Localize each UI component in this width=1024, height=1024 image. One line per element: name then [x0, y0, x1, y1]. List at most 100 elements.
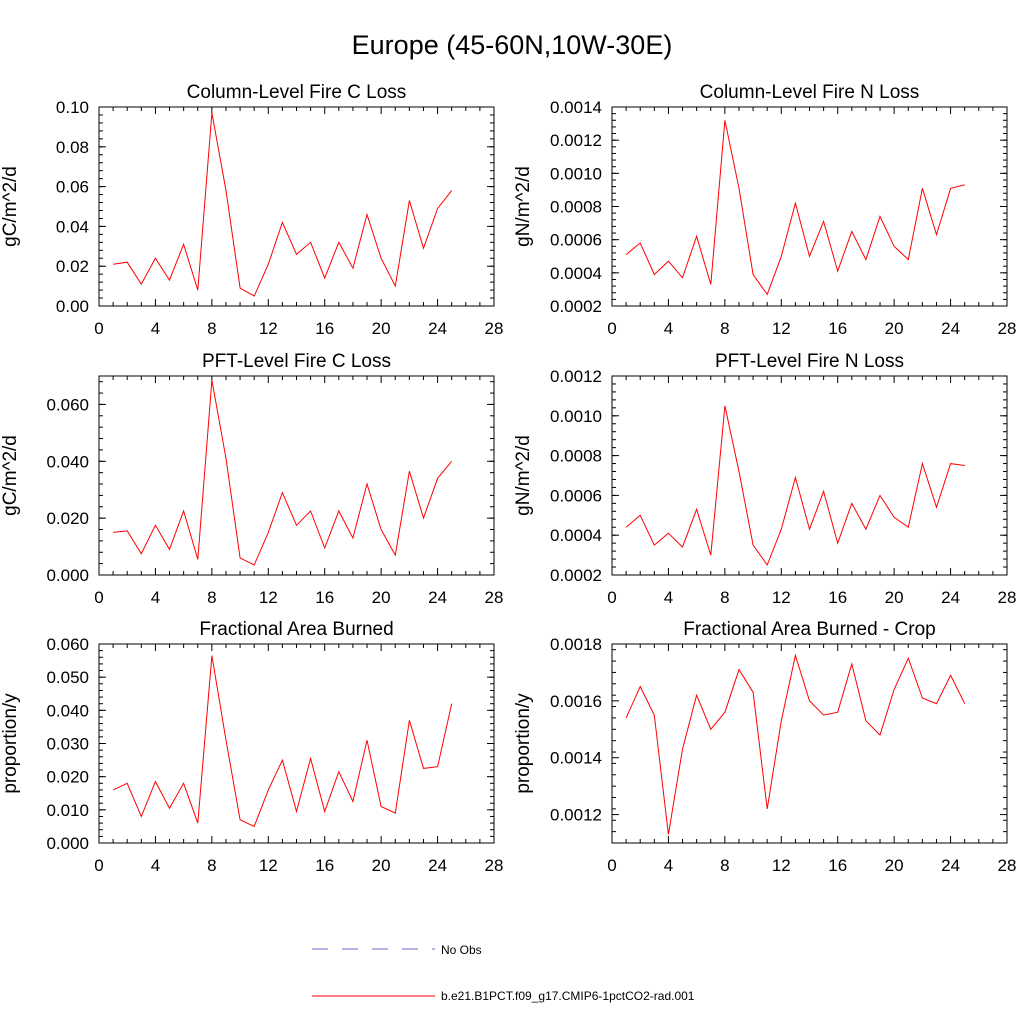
plot-frame [611, 643, 1008, 844]
y-tick-label: 0.0016 [550, 692, 602, 711]
y-tick-label: 0.010 [46, 801, 89, 820]
x-tick-label: 16 [315, 588, 334, 607]
x-tick-label: 8 [207, 588, 216, 607]
panel-title: PFT-Level Fire C Loss [202, 351, 391, 372]
y-tick-label: 0.0004 [550, 526, 602, 545]
chart-panel-4: PFT-Level Fire N Loss gN/m^2/d 0 4 8 12 16 20 24… [513, 351, 1016, 607]
plot-frame [611, 106, 1008, 307]
x-tick-label: 4 [664, 856, 673, 875]
x-tick-label: 24 [941, 588, 960, 607]
x-tick-label: 20 [885, 588, 904, 607]
x-tick-label: 16 [315, 319, 334, 338]
y-tick-label: 0.0010 [550, 164, 602, 183]
series-line [113, 112, 453, 297]
x-tick-label: 4 [151, 319, 160, 338]
x-tick-label: 20 [372, 856, 391, 875]
x-tick-label: 0 [94, 319, 103, 338]
x-tick-label: 24 [428, 588, 447, 607]
x-tick-label: 16 [828, 319, 847, 338]
x-tick-label: 12 [259, 319, 278, 338]
x-tick-label: 20 [372, 588, 391, 607]
y-tick-label: 0.030 [46, 735, 89, 754]
x-tick-label: 16 [828, 588, 847, 607]
y-tick-label: 0.0014 [550, 98, 602, 117]
panel-title: Column-Level Fire N Loss [700, 82, 920, 103]
y-tick-label: 0.060 [46, 395, 89, 414]
y-tick-label: 0.060 [46, 635, 89, 654]
series-line [625, 405, 965, 567]
x-tick-label: 8 [720, 319, 729, 338]
chart-panel-6: Fractional Area Burned - Crop proportion/… [513, 619, 1016, 875]
y-axis-label: gN/m^2/d [513, 435, 534, 516]
y-tick-label: 0.040 [46, 452, 89, 471]
y-tick-label: 0.04 [56, 217, 89, 236]
series-line [625, 120, 965, 296]
x-tick-label: 4 [664, 319, 673, 338]
y-tick-label: 0.0002 [550, 297, 602, 316]
x-tick-label: 8 [207, 856, 216, 875]
y-axis-label: proportion/y [513, 693, 534, 794]
x-tick-label: 0 [607, 319, 616, 338]
y-axis-label: proportion/y [0, 693, 21, 794]
x-tick-label: 24 [941, 319, 960, 338]
x-tick-label: 28 [485, 588, 504, 607]
panel-title: PFT-Level Fire N Loss [715, 351, 904, 372]
y-tick-label: 0.06 [56, 178, 89, 197]
chart-panel-1: Column-Level Fire C Loss gC/m^2/d 0 4 8 12 16 2… [0, 82, 503, 338]
y-tick-label: 0.08 [56, 138, 89, 157]
panels-group: Column-Level Fire C Loss gC/m^2/d 0 4 8 12 16 2… [0, 82, 1016, 875]
y-tick-label: 0.040 [46, 701, 89, 720]
y-tick-label: 0.0012 [550, 131, 602, 150]
panel-title: Column-Level Fire C Loss [187, 82, 407, 103]
x-tick-label: 12 [772, 319, 791, 338]
x-tick-label: 28 [998, 319, 1017, 338]
x-tick-label: 8 [720, 856, 729, 875]
x-tick-label: 24 [428, 856, 447, 875]
x-tick-label: 12 [259, 856, 278, 875]
x-tick-label: 20 [372, 319, 391, 338]
chart-panel-2: Column-Level Fire N Loss gN/m^2/d 0 4 8 12 16 2… [513, 82, 1016, 338]
y-axis-label: gC/m^2/d [0, 435, 21, 516]
x-tick-label: 12 [772, 588, 791, 607]
x-tick-label: 4 [151, 856, 160, 875]
legend-model-label: b.e21.B1PCT.f09_g17.CMIP6-1pctCO2-rad.00… [441, 989, 695, 1003]
y-tick-label: 0.0014 [550, 749, 602, 768]
x-tick-label: 28 [998, 856, 1017, 875]
x-tick-label: 0 [607, 856, 616, 875]
y-axis-label: gN/m^2/d [513, 166, 534, 247]
y-tick-label: 0.0008 [550, 447, 602, 466]
series-line [113, 380, 453, 566]
y-tick-label: 0.020 [46, 768, 89, 787]
y-tick-label: 0.0004 [550, 264, 602, 283]
x-tick-label: 20 [885, 856, 904, 875]
plot-frame [98, 375, 495, 576]
x-tick-label: 24 [941, 856, 960, 875]
y-axis-label: gC/m^2/d [0, 166, 21, 247]
x-tick-label: 16 [828, 856, 847, 875]
x-tick-label: 28 [485, 856, 504, 875]
series-line [625, 653, 966, 835]
plot-frame [611, 375, 1008, 576]
x-tick-label: 28 [485, 319, 504, 338]
x-tick-label: 8 [207, 319, 216, 338]
x-tick-label: 28 [998, 588, 1017, 607]
x-tick-label: 12 [259, 588, 278, 607]
chart-panel-3: PFT-Level Fire C Loss gC/m^2/d 0 4 8 12 16 20 24… [0, 351, 503, 607]
panel-title: Fractional Area Burned [199, 619, 393, 640]
y-tick-label: 0.0006 [550, 231, 602, 250]
plot-frame [98, 106, 495, 307]
y-tick-label: 0.0010 [550, 407, 602, 426]
y-tick-label: 0.00 [56, 297, 89, 316]
x-tick-label: 0 [607, 588, 616, 607]
x-tick-label: 16 [315, 856, 334, 875]
x-tick-label: 8 [720, 588, 729, 607]
y-tick-label: 0.0006 [550, 486, 602, 505]
y-tick-label: 0.10 [56, 98, 89, 117]
y-tick-label: 0.0012 [550, 367, 602, 386]
x-tick-label: 4 [151, 588, 160, 607]
y-tick-label: 0.050 [46, 668, 89, 687]
x-tick-label: 24 [428, 319, 447, 338]
series-line [112, 655, 453, 828]
y-tick-label: 0.0002 [550, 566, 602, 585]
